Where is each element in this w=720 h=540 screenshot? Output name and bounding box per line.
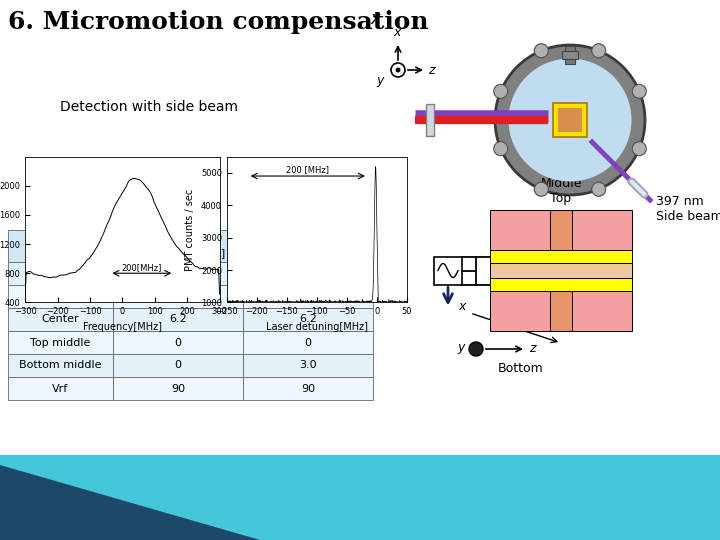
Bar	[426, 104, 434, 136]
Circle shape	[592, 183, 606, 197]
Text: y: y	[377, 74, 384, 87]
Text: z: z	[428, 64, 434, 77]
Text: RF: RF	[553, 252, 569, 261]
Circle shape	[495, 45, 645, 195]
Bar	[243, 354, 373, 377]
Bar	[572, 210, 632, 250]
Text: 0: 0	[174, 338, 181, 348]
Bar	[113, 377, 243, 400]
Text: y: y	[458, 341, 465, 354]
Text: 0: 0	[174, 361, 181, 370]
Text: 8.8: 8.8	[169, 292, 187, 301]
X-axis label: Frequency[MHz]: Frequency[MHz]	[83, 322, 162, 332]
Bar	[434, 256, 462, 285]
Circle shape	[391, 63, 405, 77]
Bar	[8, 377, 113, 400]
Text: z: z	[529, 342, 536, 355]
Text: Bottom: Bottom	[498, 362, 544, 375]
Text: 8.8: 8.8	[299, 268, 317, 279]
Text: End right: End right	[35, 292, 86, 301]
Bar	[243, 308, 373, 331]
Text: 6.2: 6.2	[169, 314, 187, 325]
Text: 0: 0	[305, 338, 312, 348]
Text: After: After	[294, 233, 321, 243]
Bar	[490, 250, 632, 263]
Bar	[113, 285, 243, 308]
Bar	[243, 285, 373, 308]
Text: 6.2: 6.2	[299, 314, 317, 325]
Bar	[8, 230, 113, 262]
Text: 6. Micromotion compensation: 6. Micromotion compensation	[8, 10, 428, 34]
Bar	[550, 210, 572, 250]
Bar	[553, 103, 587, 137]
Circle shape	[494, 84, 508, 98]
Text: Detection with side beam: Detection with side beam	[60, 100, 238, 114]
Bar	[113, 230, 243, 262]
Circle shape	[632, 84, 647, 98]
Bar	[572, 291, 632, 331]
Polygon shape	[0, 465, 260, 540]
Text: compensation[V]: compensation[V]	[261, 249, 356, 259]
X-axis label: Laser detuning[MHz]: Laser detuning[MHz]	[266, 322, 368, 332]
Circle shape	[592, 44, 606, 58]
Text: 3.0: 3.0	[300, 361, 317, 370]
Text: 397 nm
Side beam: 397 nm Side beam	[656, 195, 720, 223]
Text: Bottom middle: Bottom middle	[19, 361, 102, 370]
Text: Center: Center	[42, 314, 79, 325]
Text: End
R: End R	[591, 300, 613, 322]
Bar	[558, 108, 582, 132]
Circle shape	[508, 58, 631, 181]
Text: 200 [MHz]: 200 [MHz]	[287, 165, 329, 174]
Text: x: x	[459, 300, 466, 313]
Text: Before: Before	[160, 233, 197, 243]
Bar	[490, 210, 550, 250]
Bar	[113, 262, 243, 285]
Bar	[243, 377, 373, 400]
Bar	[243, 331, 373, 354]
Text: 200[MHz]: 200[MHz]	[122, 263, 162, 272]
Bar	[243, 262, 373, 285]
Text: End
R: End R	[591, 219, 613, 241]
Text: Top middle: Top middle	[30, 338, 91, 348]
Circle shape	[494, 141, 508, 156]
Circle shape	[534, 44, 549, 58]
Text: End left: End left	[39, 268, 82, 279]
Bar	[8, 285, 113, 308]
Bar	[243, 230, 373, 262]
Circle shape	[632, 141, 647, 156]
Bar	[113, 331, 243, 354]
Text: Vrf: Vrf	[53, 383, 68, 394]
Text: 90: 90	[171, 383, 185, 394]
Text: compensation[V]: compensation[V]	[130, 249, 225, 259]
Bar	[490, 263, 632, 278]
Text: Center: Center	[540, 266, 582, 275]
Circle shape	[395, 68, 400, 72]
Bar	[113, 354, 243, 377]
Text: 8.8: 8.8	[169, 268, 187, 279]
Bar	[8, 308, 113, 331]
Bar	[565, 46, 575, 64]
Circle shape	[469, 342, 483, 356]
Bar	[490, 291, 550, 331]
Bar	[562, 51, 578, 58]
Text: x: x	[370, 10, 380, 28]
Bar	[490, 278, 632, 291]
Text: electrode: electrode	[35, 241, 86, 251]
Text: 8.8: 8.8	[299, 292, 317, 301]
Text: 90: 90	[301, 383, 315, 394]
Text: End
L: End L	[509, 219, 531, 241]
Polygon shape	[0, 455, 720, 540]
Y-axis label: PMT counts / sec: PMT counts / sec	[185, 188, 195, 271]
Bar	[8, 354, 113, 377]
Bar	[550, 291, 572, 331]
Text: RF: RF	[553, 280, 569, 289]
Bar	[113, 308, 243, 331]
Bar	[8, 262, 113, 285]
Text: x: x	[393, 26, 401, 39]
Text: Middle
Top: Middle Top	[540, 177, 582, 205]
Circle shape	[534, 183, 549, 197]
Text: End
L: End L	[509, 300, 531, 322]
Bar	[8, 331, 113, 354]
